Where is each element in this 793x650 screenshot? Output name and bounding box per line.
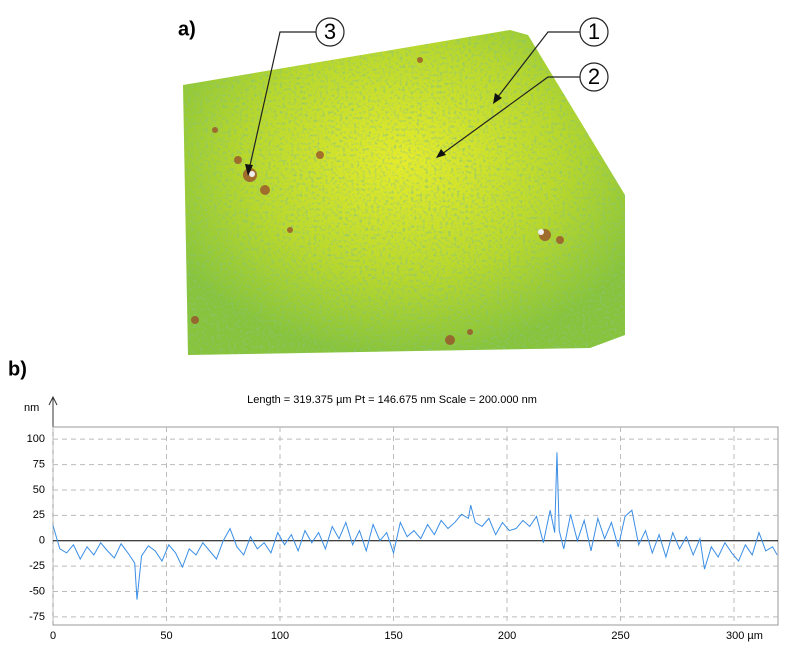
panel-label: b) [8, 358, 27, 380]
leaders [248, 31, 580, 171]
x-tick-label: 200 [498, 630, 516, 642]
callout-circles [315, 17, 609, 92]
y-tick-label: 25 [33, 509, 45, 521]
arrowheads [245, 93, 502, 176]
y-tick-label: 0 [39, 535, 45, 547]
callout: 2 [588, 64, 600, 89]
particle [538, 229, 544, 235]
x-tick-label: 300 µm [726, 630, 763, 642]
y-tick-label: -50 [29, 585, 45, 597]
y-tick-label: 100 [27, 433, 45, 445]
y-tick-label: -75 [29, 611, 45, 623]
x-tick-label: 250 [611, 630, 629, 642]
x-tick-label: 0 [50, 630, 56, 642]
callout: 3 [324, 19, 336, 44]
surface-image [183, 30, 625, 355]
y-axis-label: nm [24, 402, 39, 414]
y-tick-label: 75 [33, 458, 45, 470]
x-tick-label: 150 [384, 630, 402, 642]
chart-title: Length = 319.375 µm Pt = 146.675 nm Scal… [247, 394, 537, 406]
axis-arrow [48, 395, 58, 406]
callout: 1 [588, 19, 600, 44]
x-tick-label: 50 [160, 630, 172, 642]
profile-line [52, 452, 778, 600]
surface-defects [191, 57, 564, 345]
y-tick-label: 50 [33, 484, 45, 496]
y-tick-label: -25 [29, 560, 45, 572]
plot-area [52, 426, 779, 626]
particle [249, 171, 255, 177]
panel-label: a) [178, 18, 196, 40]
x-tick-label: 100 [271, 630, 289, 642]
